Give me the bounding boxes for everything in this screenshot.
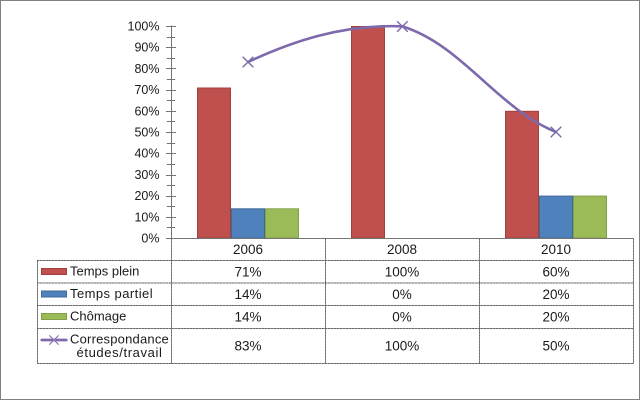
svg-text:80%: 80% [134,62,159,76]
svg-text:2008: 2008 [387,242,417,257]
svg-text:90%: 90% [134,41,159,55]
svg-text:20%: 20% [542,310,569,325]
svg-text:10%: 10% [134,210,159,224]
svg-text:20%: 20% [134,189,159,203]
svg-text:2010: 2010 [541,242,571,257]
svg-text:100%: 100% [385,265,420,280]
svg-text:71%: 71% [234,265,261,280]
svg-text:40%: 40% [134,147,159,161]
svg-text:0%: 0% [392,310,412,325]
svg-text:14%: 14% [234,310,261,325]
svg-text:60%: 60% [134,104,159,118]
svg-text:Temps partiel: Temps partiel [70,286,153,301]
svg-text:0%: 0% [141,232,159,246]
svg-text:70%: 70% [134,83,159,97]
svg-text:60%: 60% [542,265,569,280]
svg-text:14%: 14% [234,287,261,302]
svg-text:50%: 50% [542,339,569,354]
svg-text:100%: 100% [128,20,160,34]
svg-text:20%: 20% [542,287,569,302]
svg-text:83%: 83% [234,339,261,354]
svg-text:30%: 30% [134,168,159,182]
svg-text:100%: 100% [385,339,420,354]
svg-text:2006: 2006 [233,242,263,257]
svg-text:études/travail: études/travail [76,345,162,360]
svg-text:50%: 50% [134,126,159,140]
svg-text:Correspondance: Correspondance [70,332,169,347]
svg-text:Chômage: Chômage [70,309,126,324]
svg-text:Temps plein: Temps plein [70,264,139,279]
svg-text:0%: 0% [392,287,412,302]
